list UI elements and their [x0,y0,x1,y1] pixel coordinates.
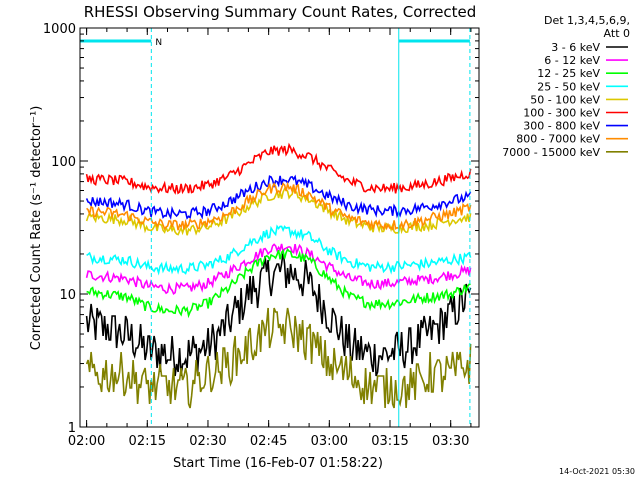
x-tick-label-1: 02:15 [129,434,166,449]
x-tick-label-5: 03:15 [371,434,408,449]
series-line-2 [86,247,471,319]
legend-header-line-2: Att 0 [604,27,630,40]
y-tick-label-2: 100 [51,155,76,170]
x-tick-label-2: 02:30 [189,434,226,449]
x-tick-label-3: 02:45 [250,434,287,449]
series-line-7 [86,181,472,231]
x-tick-label-6: 03:30 [432,434,469,449]
legend-label-6: 300 - 800 keV [523,120,600,133]
plot-frame [79,27,480,428]
legend-header-line-1: Det 1,3,4,5,6,9, [544,14,630,27]
legend-label-8: 7000 - 15000 keV [502,146,600,159]
legend-label-7: 800 - 7000 keV [516,133,600,146]
axes: 02:00 02:15 02:30 02:45 03:00 03:15 03:30 1 10 10… [43,22,479,449]
series-line-5 [85,142,472,195]
x-axis-label: Start Time (16-Feb-07 01:58:22) [173,456,383,471]
series-line-1 [85,243,472,296]
attenuator-bar-0 [80,39,152,43]
series-line-4 [85,186,472,236]
legend-label-4: 50 - 100 keV [530,93,600,106]
series-line-0 [85,251,472,377]
x-tick-label-4: 03:00 [311,434,348,449]
y-tick-label-0: 1 [68,421,76,436]
plot-area [85,142,472,409]
legend-label-2: 12 - 25 keV [537,67,600,80]
series-line-8 [85,307,472,409]
footer-timestamp: 14-Oct-2021 05:30 [559,467,635,476]
series-line-6 [85,174,472,220]
legend-label-1: 6 - 12 keV [544,54,600,67]
y-axis-label: Corrected Count Rate (s⁻¹ detector⁻¹) [29,106,44,351]
y-tick-label-1: 10 [59,288,76,303]
attenuator-label-0: N [155,38,162,48]
chart-title: RHESSI Observing Summary Count Rates, Co… [84,3,477,21]
legend-label-0: 3 - 6 keV [551,41,600,54]
legend-label-5: 100 - 300 keV [523,107,600,120]
x-tick-label-0: 02:00 [68,434,105,449]
attenuator-bar-1 [398,39,470,43]
series-line-3 [86,224,472,276]
legend-label-3: 25 - 50 keV [537,80,600,93]
y-tick-label-3: 1000 [43,22,76,37]
